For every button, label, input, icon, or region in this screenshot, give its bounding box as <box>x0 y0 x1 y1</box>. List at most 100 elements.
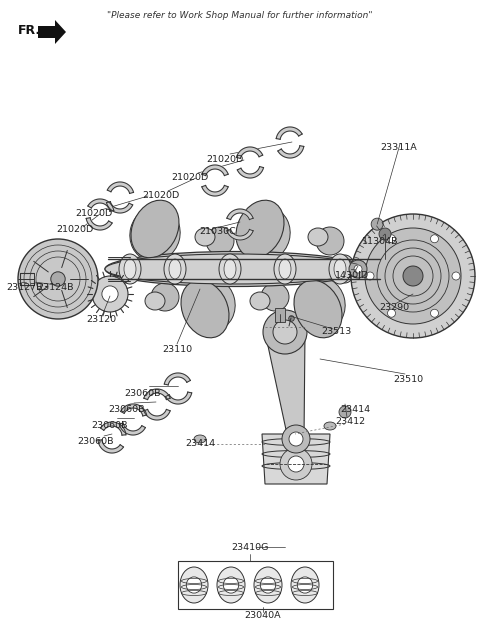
Ellipse shape <box>240 207 290 261</box>
Text: "Please refer to Work Shop Manual for further information": "Please refer to Work Shop Manual for fu… <box>107 11 373 20</box>
Ellipse shape <box>194 435 206 443</box>
Text: 21020D: 21020D <box>75 209 113 219</box>
Text: 21020D: 21020D <box>56 226 94 235</box>
Circle shape <box>151 283 179 311</box>
Text: 23060B: 23060B <box>92 422 128 430</box>
Polygon shape <box>38 20 66 44</box>
Circle shape <box>403 266 423 286</box>
Polygon shape <box>262 434 330 484</box>
Circle shape <box>351 214 475 338</box>
Text: 23127B: 23127B <box>7 283 43 292</box>
Polygon shape <box>88 199 114 211</box>
Polygon shape <box>237 147 263 158</box>
Circle shape <box>92 276 128 312</box>
Text: 23110: 23110 <box>162 344 192 354</box>
Circle shape <box>280 448 312 480</box>
Ellipse shape <box>120 255 140 283</box>
Ellipse shape <box>180 567 208 603</box>
Ellipse shape <box>195 228 215 246</box>
Ellipse shape <box>308 228 328 246</box>
Ellipse shape <box>131 200 179 258</box>
Polygon shape <box>86 217 112 230</box>
Ellipse shape <box>185 276 235 332</box>
Polygon shape <box>108 182 133 193</box>
Polygon shape <box>120 404 147 416</box>
Ellipse shape <box>145 292 165 310</box>
Ellipse shape <box>284 260 296 278</box>
Circle shape <box>102 286 118 302</box>
Ellipse shape <box>295 276 345 332</box>
Circle shape <box>354 265 362 273</box>
Circle shape <box>349 260 367 278</box>
Text: 1430JD: 1430JD <box>335 271 369 280</box>
Circle shape <box>282 425 310 453</box>
Polygon shape <box>166 392 192 404</box>
Polygon shape <box>265 332 305 439</box>
Text: 23124B: 23124B <box>38 283 74 292</box>
Ellipse shape <box>297 577 312 593</box>
Text: 21020D: 21020D <box>171 174 209 183</box>
Polygon shape <box>202 165 228 176</box>
Text: 21020D: 21020D <box>206 155 244 164</box>
Text: 23060B: 23060B <box>125 389 161 399</box>
Ellipse shape <box>224 259 236 279</box>
Ellipse shape <box>105 252 365 287</box>
Polygon shape <box>107 202 132 213</box>
Text: 23414: 23414 <box>340 406 370 415</box>
Polygon shape <box>100 422 126 435</box>
Polygon shape <box>202 185 228 196</box>
Ellipse shape <box>223 577 239 593</box>
Circle shape <box>316 227 344 255</box>
Circle shape <box>379 228 391 240</box>
Ellipse shape <box>130 207 180 261</box>
Text: 23060B: 23060B <box>109 406 145 415</box>
Ellipse shape <box>250 292 270 310</box>
Circle shape <box>273 320 297 344</box>
Circle shape <box>365 228 461 324</box>
Polygon shape <box>237 167 264 178</box>
Text: 21020D: 21020D <box>143 191 180 200</box>
Bar <box>275 308 285 322</box>
Ellipse shape <box>219 254 241 284</box>
Ellipse shape <box>294 280 342 338</box>
Text: 23510: 23510 <box>393 375 423 384</box>
Polygon shape <box>120 423 145 435</box>
Ellipse shape <box>181 280 229 338</box>
Circle shape <box>206 227 234 255</box>
Ellipse shape <box>236 200 284 258</box>
Circle shape <box>452 272 460 280</box>
Text: 21030C: 21030C <box>200 226 236 235</box>
Text: 11304B: 11304B <box>362 236 398 245</box>
Text: FR.: FR. <box>18 23 41 37</box>
Bar <box>178 561 333 609</box>
Polygon shape <box>164 373 191 385</box>
Ellipse shape <box>339 260 351 278</box>
Ellipse shape <box>260 577 276 593</box>
Ellipse shape <box>254 567 282 603</box>
Polygon shape <box>227 209 253 219</box>
Ellipse shape <box>119 254 141 284</box>
Ellipse shape <box>324 422 336 430</box>
Polygon shape <box>278 146 304 158</box>
Polygon shape <box>276 127 302 139</box>
Text: 23060B: 23060B <box>78 437 114 446</box>
Text: 23412: 23412 <box>335 418 365 427</box>
Circle shape <box>371 218 383 230</box>
Ellipse shape <box>225 255 245 283</box>
Ellipse shape <box>105 254 365 284</box>
Ellipse shape <box>291 567 319 603</box>
Circle shape <box>263 310 307 354</box>
Circle shape <box>339 406 351 418</box>
Ellipse shape <box>274 254 296 284</box>
Ellipse shape <box>174 260 186 278</box>
Ellipse shape <box>124 259 136 279</box>
Circle shape <box>431 309 439 317</box>
Ellipse shape <box>229 260 241 278</box>
Ellipse shape <box>124 260 136 278</box>
Circle shape <box>387 235 396 243</box>
Text: 23513: 23513 <box>321 327 351 335</box>
Circle shape <box>18 239 98 319</box>
Ellipse shape <box>279 259 291 279</box>
Ellipse shape <box>334 259 346 279</box>
Circle shape <box>288 456 304 472</box>
